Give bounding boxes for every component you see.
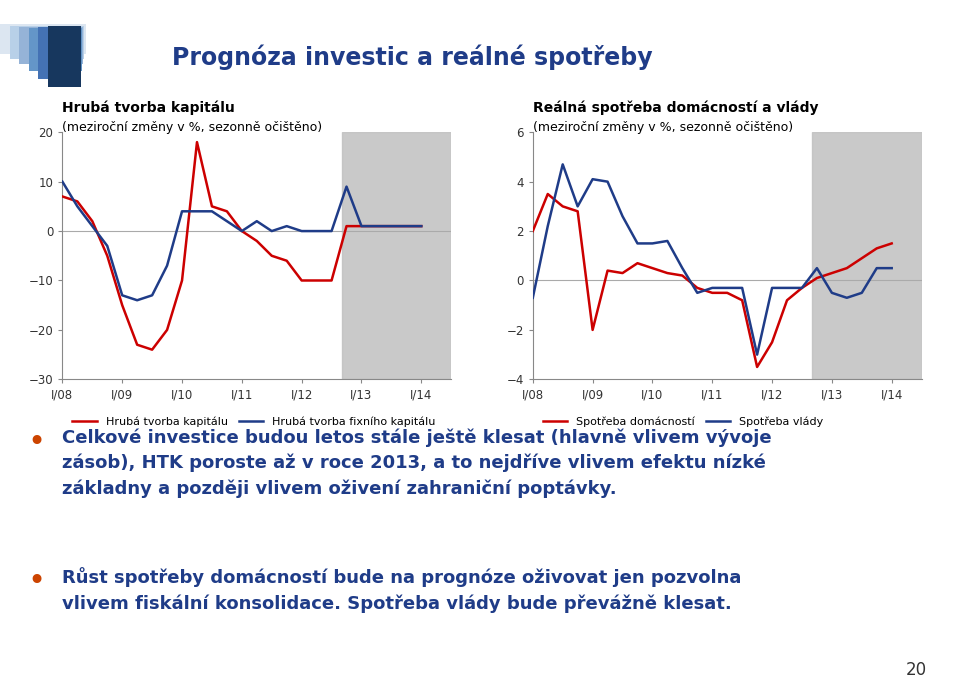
Text: Hrubá tvorba kapitálu: Hrubá tvorba kapitálu xyxy=(62,100,235,115)
Bar xyxy=(38,27,81,79)
Bar xyxy=(342,132,451,379)
Bar xyxy=(0,24,86,54)
Text: Růst spotřeby domácností bude na prognóze oživovat jen pozvolna
vlivem fiskální : Růst spotřeby domácností bude na prognóz… xyxy=(62,567,742,613)
Text: Prognóza investic a reálné spotřeby: Prognóza investic a reálné spotřeby xyxy=(173,45,653,70)
Text: •: • xyxy=(28,428,45,457)
Bar xyxy=(812,132,922,379)
Text: Reálná spotřeba domácností a vlády: Reálná spotřeba domácností a vlády xyxy=(533,100,818,115)
Legend: Hrubá tvorba kapitálu, Hrubá tvorba fixního kapitálu: Hrubá tvorba kapitálu, Hrubá tvorba fixn… xyxy=(68,412,440,432)
Text: Celkové investice budou letos stále ještě klesat (hlavně vlivem vývoje
zásob), H: Celkové investice budou letos stále ješt… xyxy=(62,428,772,498)
Text: (meziroční změny v %, sezonně očištěno): (meziroční změny v %, sezonně očištěno) xyxy=(533,121,793,134)
Bar xyxy=(29,28,82,71)
Text: 20: 20 xyxy=(905,661,926,679)
Bar xyxy=(48,26,81,87)
Bar xyxy=(19,27,83,64)
Bar xyxy=(10,26,84,58)
Text: •: • xyxy=(28,567,45,596)
Legend: Spotřeba domácností, Spotřeba vlády: Spotřeba domácností, Spotřeba vlády xyxy=(539,412,828,432)
Text: (meziroční změny v %, sezonně očištěno): (meziroční změny v %, sezonně očištěno) xyxy=(62,121,323,134)
